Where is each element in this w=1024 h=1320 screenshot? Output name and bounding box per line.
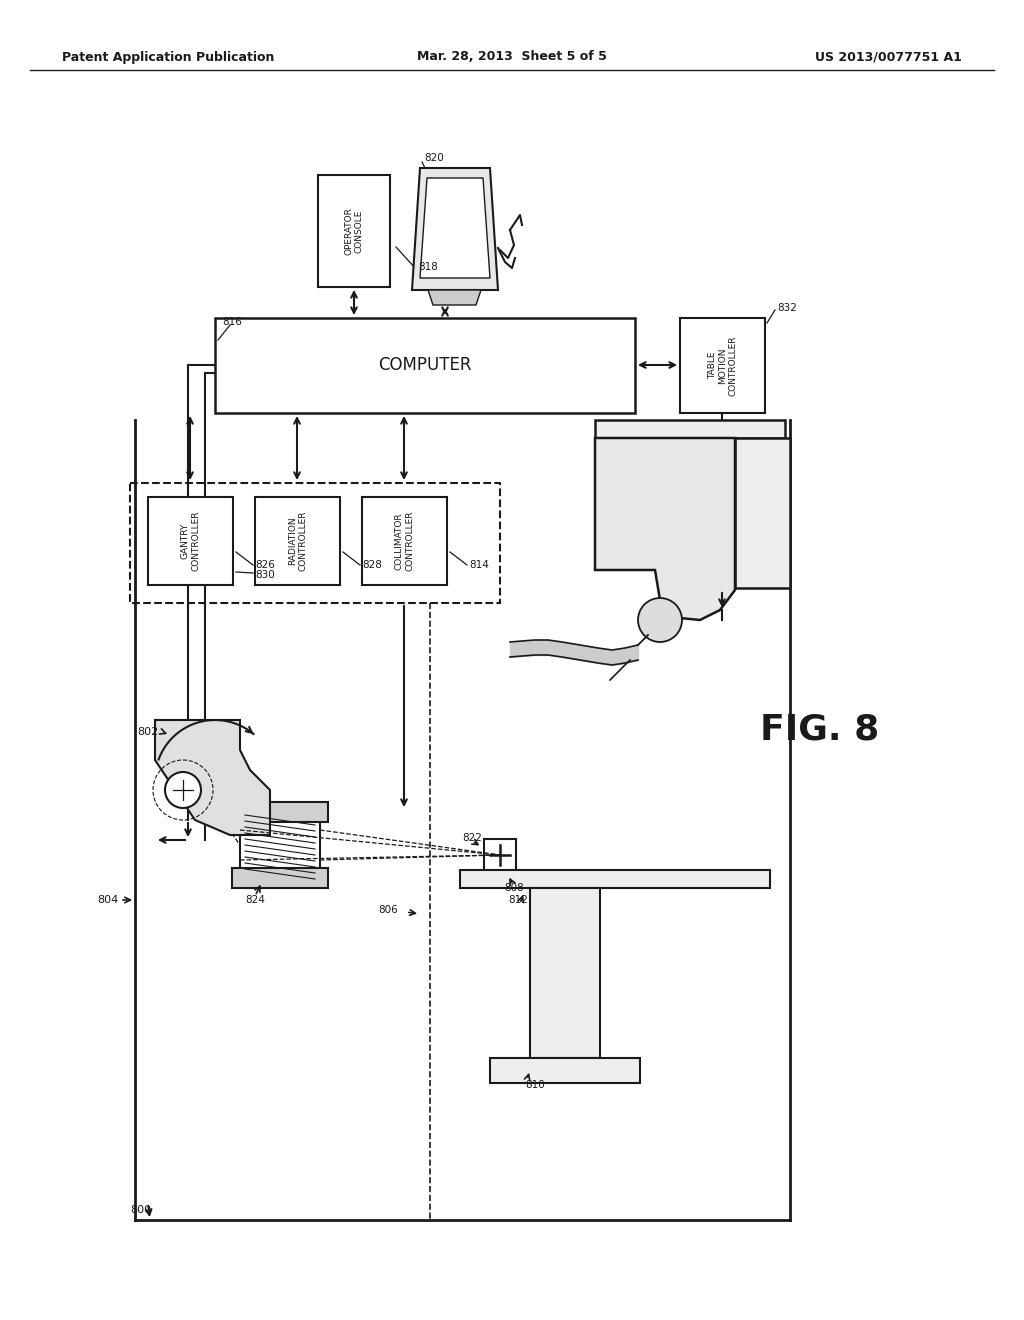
Polygon shape <box>412 168 498 290</box>
Text: RADIATION
CONTROLLER: RADIATION CONTROLLER <box>288 511 307 572</box>
Circle shape <box>165 772 201 808</box>
Text: 814: 814 <box>469 560 488 570</box>
Bar <box>595 420 785 438</box>
Circle shape <box>638 598 682 642</box>
Bar <box>680 318 765 413</box>
Text: 804: 804 <box>96 895 118 906</box>
Bar <box>148 498 233 585</box>
Bar <box>318 176 390 286</box>
Text: 818: 818 <box>418 261 438 272</box>
Text: COMPUTER: COMPUTER <box>378 356 472 375</box>
Text: 820: 820 <box>424 153 443 162</box>
Bar <box>240 810 319 880</box>
Bar <box>460 870 770 888</box>
Text: 810: 810 <box>525 1080 545 1090</box>
Bar <box>530 888 600 1059</box>
Text: Patent Application Publication: Patent Application Publication <box>62 50 274 63</box>
Text: 812: 812 <box>508 895 528 906</box>
Text: 806: 806 <box>378 906 398 915</box>
Bar <box>130 483 500 603</box>
Text: TABLE
MOTION
CONTROLLER: TABLE MOTION CONTROLLER <box>708 335 737 396</box>
Text: COLLIMATOR
CONTROLLER: COLLIMATOR CONTROLLER <box>395 511 414 572</box>
Polygon shape <box>428 290 481 305</box>
Text: 822: 822 <box>462 833 482 843</box>
Text: 832: 832 <box>777 304 797 313</box>
Text: US 2013/0077751 A1: US 2013/0077751 A1 <box>815 50 962 63</box>
Bar <box>232 803 328 822</box>
Text: FIG. 8: FIG. 8 <box>761 713 880 747</box>
Polygon shape <box>420 178 490 279</box>
Text: 826: 826 <box>255 560 274 570</box>
Polygon shape <box>155 719 270 836</box>
Text: 808: 808 <box>504 883 523 894</box>
Text: OPERATOR
CONSOLE: OPERATOR CONSOLE <box>344 207 364 255</box>
Bar <box>255 498 340 585</box>
Polygon shape <box>595 438 735 620</box>
Text: 800: 800 <box>130 1205 152 1214</box>
Bar <box>735 438 790 587</box>
Bar <box>215 318 635 413</box>
Text: 802: 802 <box>137 727 158 737</box>
Bar <box>484 840 516 871</box>
Text: GANTRY
CONTROLLER: GANTRY CONTROLLER <box>181 511 201 572</box>
Bar <box>362 498 447 585</box>
Text: 824: 824 <box>245 895 265 906</box>
Text: 816: 816 <box>222 317 242 327</box>
Text: 830: 830 <box>255 570 274 579</box>
Text: 828: 828 <box>362 560 382 570</box>
Bar <box>490 1059 640 1082</box>
Text: Mar. 28, 2013  Sheet 5 of 5: Mar. 28, 2013 Sheet 5 of 5 <box>417 50 607 63</box>
Bar <box>232 869 328 888</box>
